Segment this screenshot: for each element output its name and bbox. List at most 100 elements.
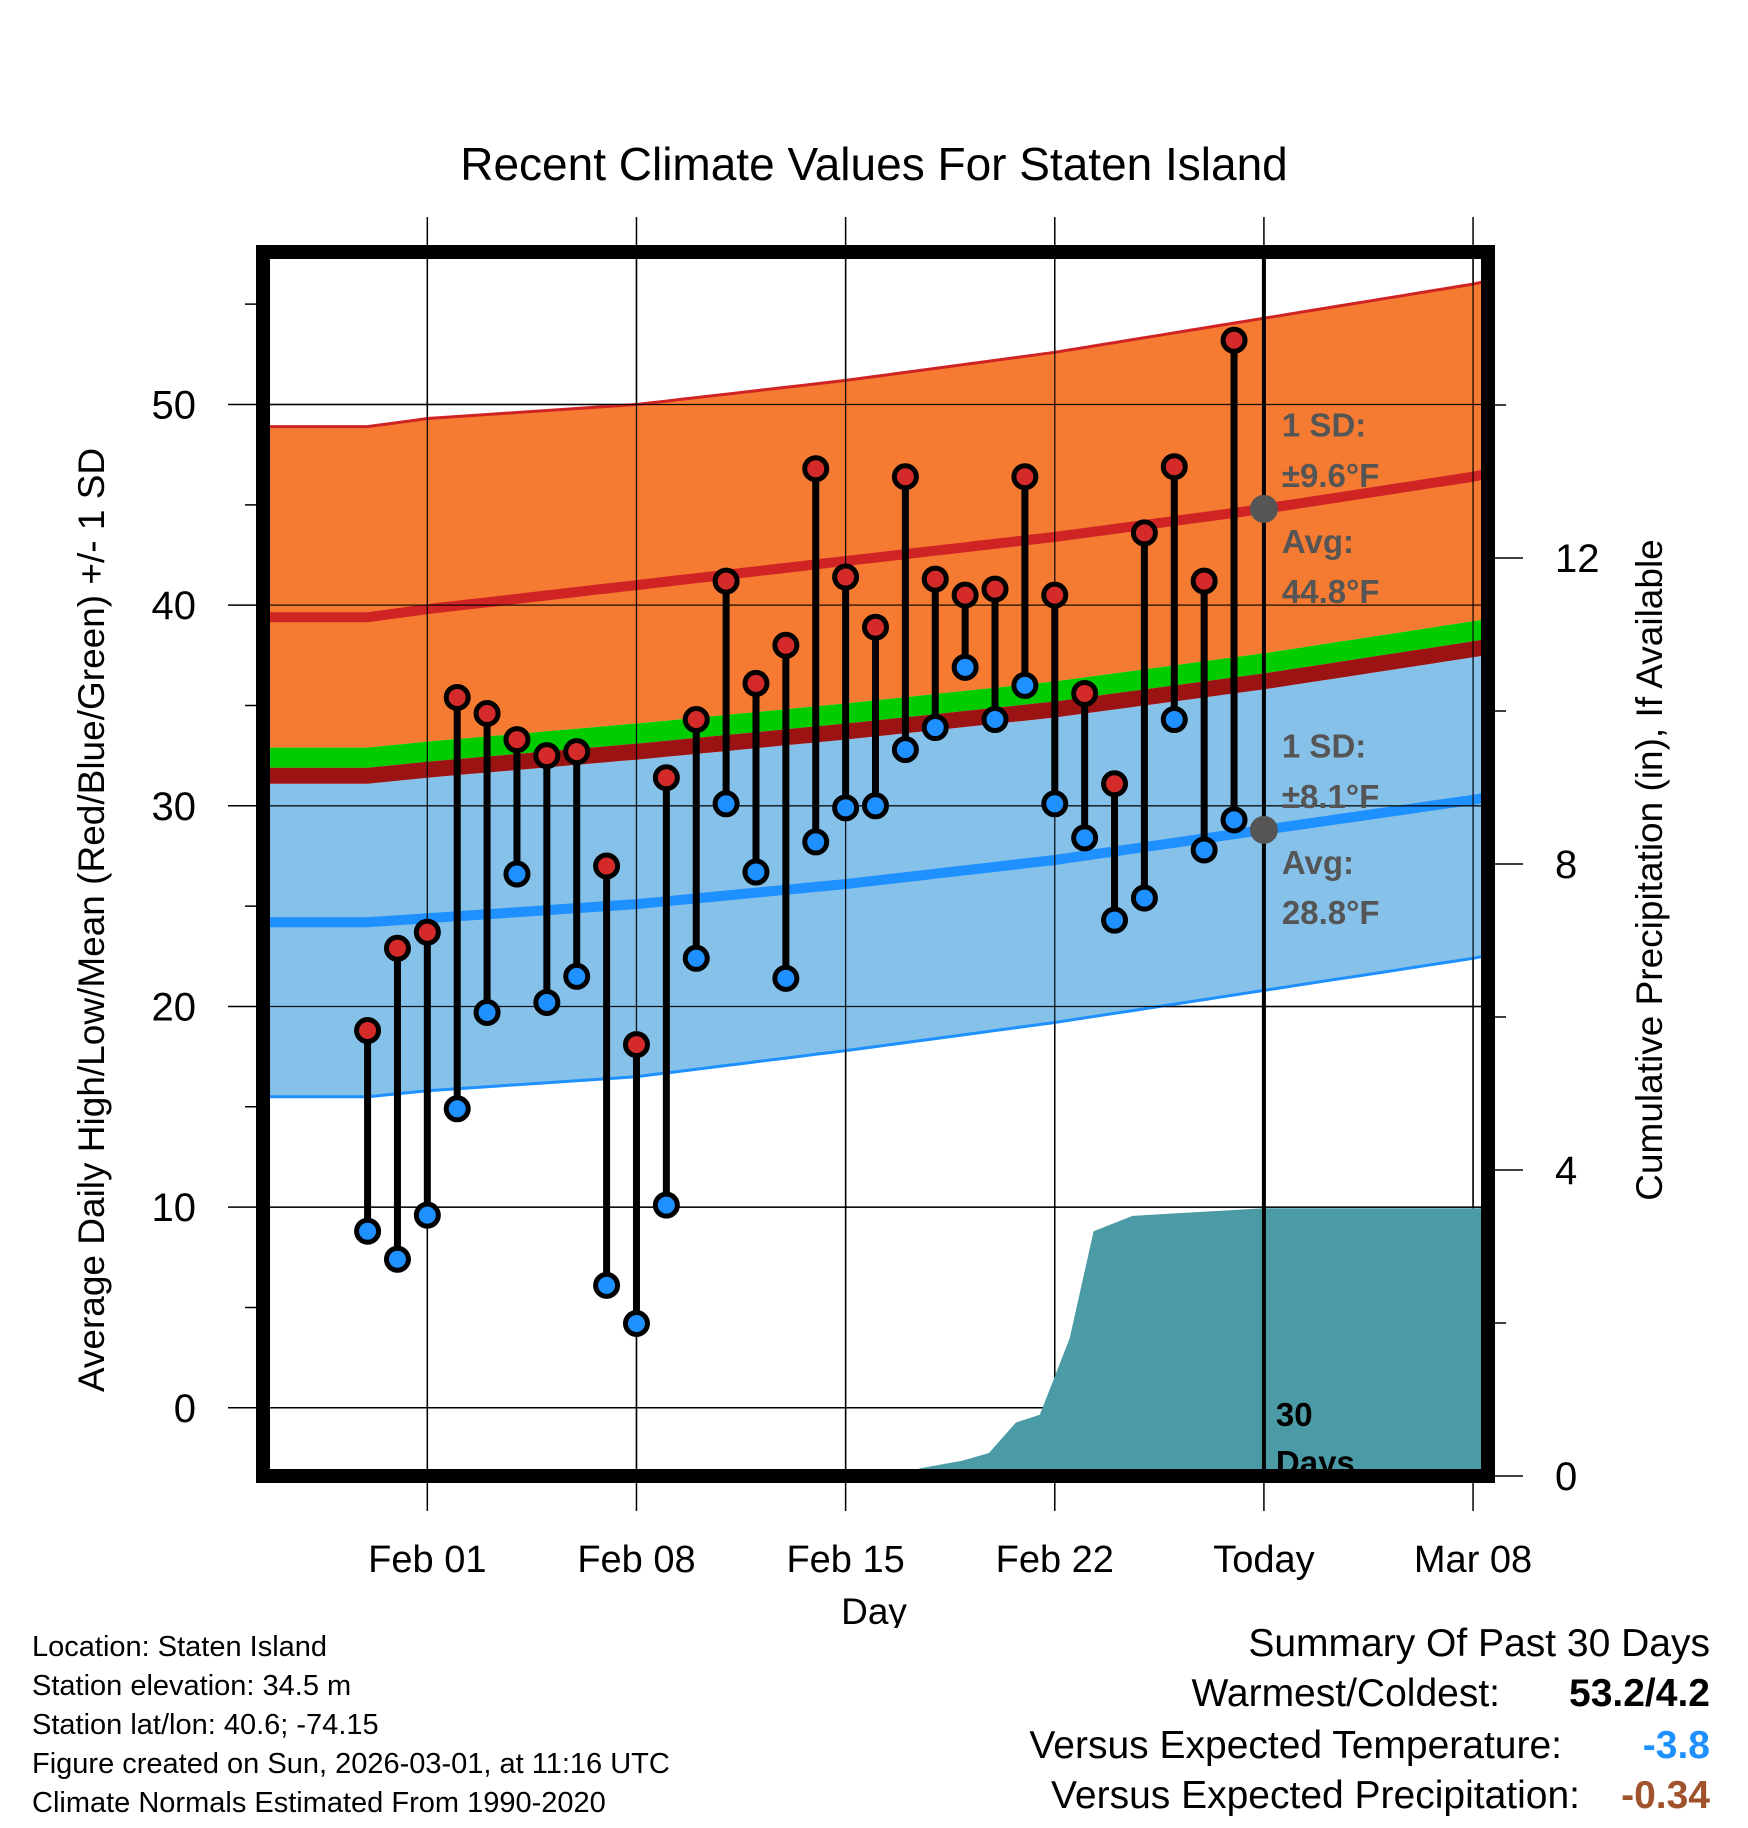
daily-high-point [772, 631, 800, 659]
plot-area: 1 SD: ±9.6°F Avg: 44.8°F 1 SD: ±8.1°F Avg: 28.8… [263, 252, 1488, 1476]
x-tick-label: Feb 22 [996, 1539, 1114, 1581]
daily-low-point [473, 998, 501, 1026]
daily-low-point [1011, 671, 1039, 699]
daily-high-point [413, 918, 441, 946]
daily-low-point [563, 962, 591, 990]
day-bar [802, 455, 830, 856]
daily-high-point [682, 706, 710, 734]
daily-high-point [383, 934, 411, 962]
warm-cold-value: 53.2/4.2 [1569, 1672, 1710, 1715]
high-avg-value: 44.8°F [1282, 573, 1380, 610]
daily-high-point [981, 575, 1009, 603]
daily-low-point [1160, 706, 1188, 734]
y-tick-label: 0 [174, 1387, 196, 1431]
normals-text: Climate Normals Estimated From 1990-2020 [32, 1787, 606, 1819]
high-sd-value: ±9.6°F [1282, 457, 1379, 494]
temp-anomaly-label: Versus Expected Temperature: [1029, 1724, 1562, 1767]
daily-high-point [862, 613, 889, 641]
daily-low-point [1101, 906, 1129, 934]
mean-line-band [263, 618, 1488, 768]
created-text: Figure created on Sun, 2026-03-01, at 11… [32, 1748, 670, 1780]
low-avg-value: 28.8°F [1282, 894, 1380, 931]
precip-anomaly-label: Versus Expected Precipitation: [1051, 1774, 1580, 1817]
daily-low-point [652, 1191, 680, 1219]
x-tick-label: Feb 08 [577, 1539, 695, 1581]
day-bar [712, 567, 740, 818]
low-avg-label: Avg: [1282, 844, 1354, 881]
day-bar [921, 565, 949, 742]
low-lower-line [263, 953, 1488, 1099]
daily-high-point [563, 738, 591, 766]
daily-high-point [832, 563, 860, 591]
daily-low-point [772, 964, 800, 992]
mean-dark-band [263, 638, 1488, 784]
daily-high-point [533, 742, 561, 770]
daily-low-point [622, 1310, 650, 1338]
precip-area [263, 1208, 1488, 1476]
daily-high-point [1220, 326, 1248, 354]
y2-tick-label: 0 [1555, 1455, 1577, 1499]
day-bar [742, 669, 770, 886]
climate-chart: Recent Climate Values For Staten Island … [71, 138, 1670, 1628]
daily-low-point [503, 860, 531, 888]
daily-low-point [862, 792, 889, 820]
daily-high-point [354, 1017, 382, 1045]
daily-high-point [593, 852, 621, 880]
day-bar [891, 463, 919, 764]
y2-tick-label: 8 [1555, 843, 1577, 887]
daily-low-point [383, 1245, 411, 1273]
daily-high-point [921, 565, 949, 593]
x-axis-title: Day [841, 1591, 907, 1628]
daily-high-point [1071, 679, 1099, 707]
y-tick-label: 40 [152, 584, 197, 628]
y2-tick-label: 4 [1555, 1149, 1577, 1193]
daily-high-point [802, 455, 830, 483]
day-bar [772, 631, 800, 992]
period-label-number: 30 [1276, 1396, 1313, 1433]
daily-low-point [443, 1095, 471, 1123]
day-bar [1101, 770, 1129, 934]
x-tick-label: Feb 15 [786, 1539, 904, 1581]
high-upper-line [263, 279, 1488, 429]
day-bar [473, 700, 501, 1026]
daily-high-point [652, 764, 680, 792]
y-tick-label: 20 [152, 985, 197, 1029]
daily-low-point [832, 794, 860, 822]
low-sd-value: ±8.1°F [1282, 778, 1379, 815]
day-bar [503, 726, 531, 888]
day-bar [652, 764, 680, 1219]
day-bar [1190, 567, 1218, 864]
high-sd-band [263, 280, 1488, 748]
daily-high-point [951, 581, 979, 609]
day-bar [951, 581, 979, 681]
daily-low-point [921, 714, 949, 742]
daily-high-point [503, 726, 531, 754]
daily-low-point [1041, 790, 1069, 818]
day-bar [981, 575, 1009, 734]
elevation-text: Station elevation: 34.5 m [32, 1670, 352, 1702]
day-bar [1041, 581, 1069, 818]
day-bar [832, 563, 860, 822]
y-tick-label: 30 [152, 785, 197, 829]
day-bar [443, 683, 471, 1123]
daily-low-point [1071, 824, 1099, 852]
daily-high-point [473, 700, 501, 728]
day-bar [593, 852, 621, 1299]
daily-low-point [951, 653, 979, 681]
precip-anomaly-value: -0.34 [1621, 1774, 1710, 1817]
temp-anomaly-value: -3.8 [1642, 1724, 1710, 1767]
daily-high-point [443, 683, 471, 711]
y2-axis-title: Cumulative Precipitation (in), If Availa… [1629, 539, 1670, 1201]
daily-low-point [981, 706, 1009, 734]
station-info: Location: Staten Island Station elevatio… [32, 1628, 670, 1823]
day-bar [533, 742, 561, 1016]
day-bar [622, 1031, 650, 1338]
day-bar [1071, 679, 1099, 852]
summary-title: Summary Of Past 30 Days [1248, 1622, 1710, 1665]
daily-high-point [742, 669, 770, 697]
daily-high-point [1011, 463, 1039, 491]
y-tick-label: 10 [152, 1186, 197, 1230]
daily-low-point [712, 790, 740, 818]
daily-high-point [1190, 567, 1218, 595]
daily-high-point [622, 1031, 650, 1059]
